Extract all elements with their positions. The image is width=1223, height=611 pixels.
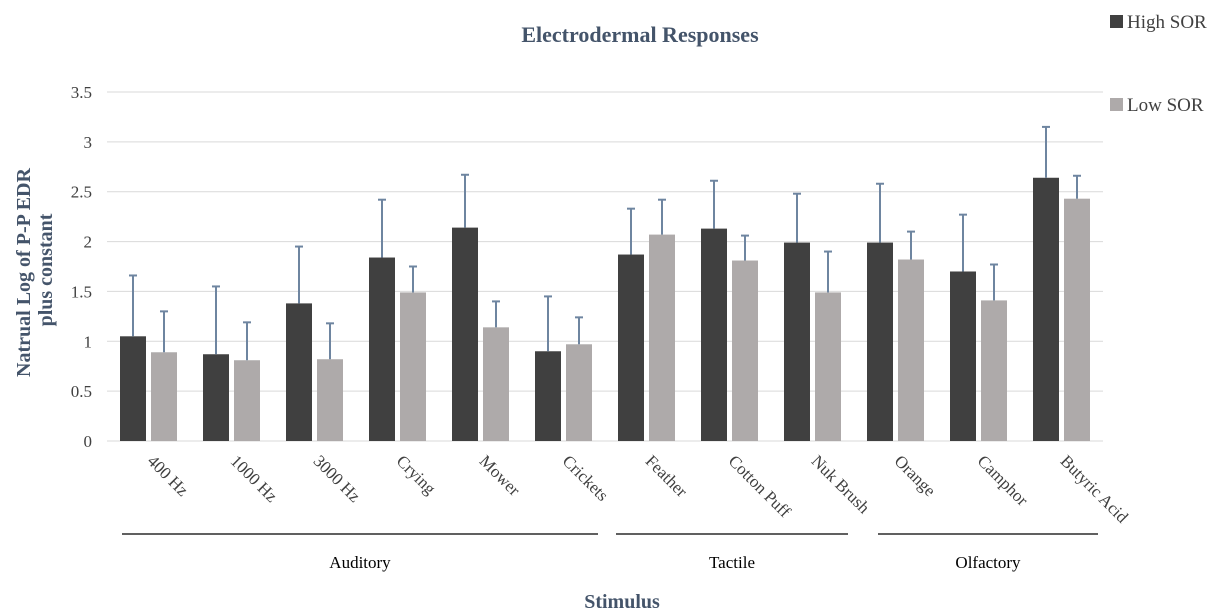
- bar-high-sor: [867, 242, 893, 441]
- bars: [120, 177, 1090, 442]
- bar-low-sor: [234, 360, 260, 441]
- x-axis-title: Stimulus: [584, 591, 660, 611]
- bar-low-sor: [898, 259, 924, 441]
- bar-high-sor: [784, 242, 810, 441]
- error-bars: [129, 125, 1081, 361]
- bar-high-sor: [618, 254, 644, 441]
- y-tick-label: 0: [84, 432, 93, 451]
- bar-high-sor: [950, 271, 976, 441]
- y-tick-label: 0.5: [71, 382, 92, 401]
- legend-label: Low SOR: [1127, 95, 1204, 116]
- category-label: Nuk Brush: [808, 451, 874, 517]
- category-labels: 400 Hz 1000 Hz 3000 Hz Crying Mower Crickets F…: [144, 451, 1133, 527]
- bar-low-sor: [649, 234, 675, 441]
- y-tick-label: 2.5: [71, 183, 92, 202]
- legend-swatch-low-sor: [1110, 98, 1123, 111]
- bar-high-sor: [701, 228, 727, 441]
- bar-high-sor: [1033, 177, 1059, 442]
- bar-high-sor: [120, 336, 146, 441]
- bar-low-sor: [400, 292, 426, 441]
- group-label: Olfactory: [955, 553, 1021, 572]
- bar-high-sor: [286, 303, 312, 441]
- bar-low-sor: [1064, 198, 1090, 441]
- category-label: 3000 Hz: [310, 451, 365, 506]
- bar-low-sor: [566, 344, 592, 441]
- category-label: Cotton Puff: [725, 451, 795, 521]
- category-label: Butyric Acid: [1057, 451, 1133, 527]
- bar-low-sor: [317, 359, 343, 441]
- y-tick-label: 3: [84, 133, 93, 152]
- y-tick-label: 1: [84, 332, 93, 351]
- group-label: Tactile: [709, 553, 755, 572]
- y-tick-label: 2: [84, 233, 93, 252]
- category-label: 1000 Hz: [227, 451, 282, 506]
- bar-low-sor: [815, 292, 841, 441]
- bar-low-sor: [981, 300, 1007, 441]
- category-label: Feather: [642, 451, 692, 501]
- y-axis-title-line-2: plus constant: [35, 213, 57, 326]
- group-label: Auditory: [329, 553, 391, 572]
- bar-high-sor: [452, 227, 478, 441]
- bar-low-sor: [483, 327, 509, 441]
- bar-low-sor: [732, 260, 758, 441]
- y-axis-title: Natrual Log of P-P EDR plus constant: [13, 163, 57, 377]
- bar-high-sor: [369, 257, 395, 441]
- group-labels: Auditory Tactile Olfactory: [122, 533, 1098, 572]
- gridlines: [107, 91, 1103, 442]
- y-tick-label: 3.5: [71, 83, 92, 102]
- category-label: Mower: [476, 451, 524, 499]
- bar-high-sor: [203, 354, 229, 441]
- bar-low-sor: [151, 352, 177, 441]
- chart-title: Electrodermal Responses: [521, 22, 759, 47]
- bar-high-sor: [535, 351, 561, 441]
- y-tick-label: 1.5: [71, 282, 92, 301]
- legend: High SOR Low SOR: [1110, 12, 1207, 116]
- category-label: Crickets: [559, 451, 612, 504]
- category-label: 400 Hz: [144, 451, 193, 500]
- category-label: Orange: [891, 451, 940, 500]
- legend-swatch-high-sor: [1110, 15, 1123, 28]
- y-axis-ticks: 0 0.5 1 1.5 2 2.5 3 3.5: [71, 83, 92, 451]
- legend-label: High SOR: [1127, 12, 1207, 33]
- y-axis-title-line-1: Natrual Log of P-P EDR: [13, 168, 35, 377]
- category-label: Crying: [393, 451, 440, 498]
- category-label: Camphor: [974, 451, 1032, 509]
